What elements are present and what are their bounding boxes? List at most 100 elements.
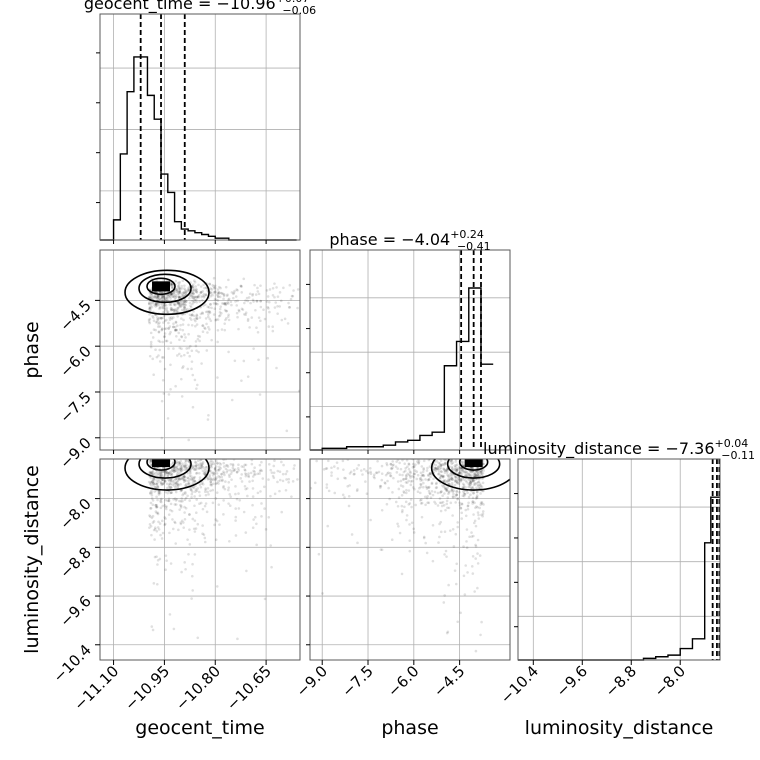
scatter-point: [175, 466, 179, 469]
scatter-point: [252, 300, 255, 303]
scatter-point: [172, 466, 176, 470]
scatter-point: [217, 467, 221, 471]
scatter-point: [193, 495, 196, 498]
scatter-point: [180, 469, 183, 472]
scatter-point: [481, 481, 485, 485]
scatter-point: [178, 296, 181, 300]
scatter-point: [182, 300, 186, 304]
scatter-point: [449, 478, 452, 482]
scatter-point: [161, 531, 165, 535]
scatter-point: [165, 296, 169, 300]
y-axis-label-phase: phase: [21, 321, 43, 378]
scatter-point: [434, 467, 438, 470]
scatter-point: [224, 303, 228, 307]
scatter-point: [190, 314, 193, 317]
hist-panel-geocent_time: geocent_time = −10.96+0.07−0.06: [84, 0, 316, 241]
scatter-point: [161, 478, 164, 482]
scatter-point: [240, 285, 243, 288]
scatter-point: [448, 459, 452, 463]
scatter-point: [396, 480, 400, 483]
scatter-point: [301, 486, 304, 489]
scatter-point: [330, 466, 333, 470]
scatter-point: [168, 332, 172, 336]
scatter-point: [419, 477, 423, 480]
scatter-point: [479, 492, 482, 495]
scatter-point: [182, 478, 186, 481]
scatter-point: [349, 470, 353, 474]
x-tick-label: −10.95: [121, 662, 173, 714]
scatter-point: [449, 456, 452, 459]
scatter-point: [439, 474, 443, 478]
scatter-point: [200, 362, 203, 365]
x-tick-label: −9.0: [293, 662, 331, 700]
scatter-point: [460, 502, 464, 506]
scatter-point: [192, 466, 195, 470]
scatter-point: [429, 475, 432, 479]
scatter-point: [390, 467, 394, 471]
scatter-point: [413, 472, 417, 476]
contour-middle: [446, 459, 501, 479]
scatter-point: [158, 472, 161, 476]
scatter-point: [440, 463, 444, 467]
scatter-point: [235, 288, 238, 291]
scatter-point: [375, 471, 379, 475]
scatter-point: [400, 572, 404, 576]
scatter-point: [364, 480, 367, 483]
scatter-point: [156, 512, 160, 516]
scatter-point: [194, 285, 198, 288]
scatter-point: [438, 467, 442, 471]
scatter-point: [410, 521, 414, 525]
scatter-point: [164, 472, 168, 475]
scatter-point: [285, 429, 289, 433]
scatter-point: [445, 489, 449, 492]
scatter-point: [469, 481, 472, 484]
scatter-point: [151, 481, 154, 484]
scatter-point: [157, 330, 161, 334]
scatter-point: [166, 499, 169, 502]
scatter-point: [223, 302, 227, 305]
scatter-point: [154, 305, 157, 308]
scatter-point: [473, 590, 476, 593]
scatter-point: [204, 488, 207, 492]
scatter-point: [325, 289, 328, 292]
scatter-point: [479, 472, 483, 476]
scatter-point: [165, 306, 169, 310]
scatter-point: [480, 472, 484, 476]
scatter-point: [174, 321, 178, 324]
scatter-point: [178, 471, 182, 474]
scatter-point: [184, 490, 187, 494]
scatter-point: [148, 471, 151, 474]
scatter-point: [164, 469, 168, 473]
scatter-point: [155, 582, 159, 586]
scatter-point: [398, 461, 401, 465]
scatter-point: [214, 318, 217, 322]
scatter-point: [177, 290, 180, 294]
scatter-point: [169, 482, 172, 486]
scatter-point: [180, 377, 183, 381]
scatter-point: [178, 328, 182, 331]
scatter-point: [162, 321, 165, 324]
scatter-point: [248, 480, 251, 483]
scatter-point: [215, 318, 218, 321]
scatter-point: [253, 470, 256, 474]
scatter-point: [472, 521, 476, 525]
scatter-point: [182, 291, 186, 295]
scatter-point: [330, 474, 333, 477]
scatter-point: [405, 491, 408, 495]
scatter-point: [191, 294, 194, 298]
scatter-point: [290, 495, 293, 498]
hist-panel-phase: phase = −4.04+0.24 −0.41: [306, 228, 511, 451]
scatter-point: [244, 474, 248, 478]
scatter-point: [152, 316, 155, 319]
scatter-point: [273, 459, 276, 463]
scatter-point: [480, 620, 483, 624]
scatter-point: [169, 479, 173, 482]
scatter-point: [439, 490, 443, 494]
scatter-point: [456, 476, 460, 480]
scatter-point: [258, 472, 261, 475]
scatter-point: [475, 473, 478, 477]
scatter-point: [475, 495, 479, 499]
scatter-point: [389, 467, 393, 470]
scatter-point: [423, 495, 427, 499]
scatter-point: [169, 330, 172, 334]
